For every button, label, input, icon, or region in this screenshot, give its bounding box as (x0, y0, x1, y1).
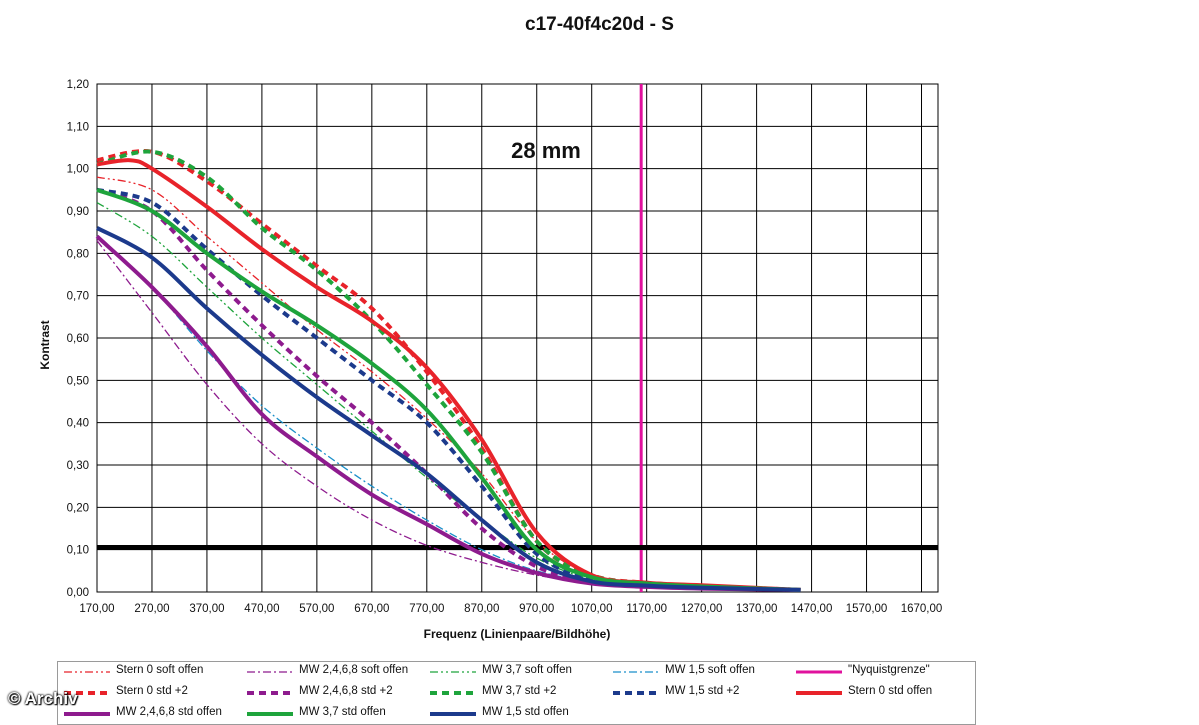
y-tick-label: 0,40 (67, 418, 89, 430)
y-tick-label: 0,10 (67, 545, 89, 557)
legend-label: MW 1,5 soft offen (665, 664, 755, 676)
legend-swatch (64, 691, 110, 695)
y-tick-label: 1,00 (67, 164, 89, 176)
y-tick-label: 0,00 (67, 587, 89, 599)
legend-label: MW 1,5 std offen (482, 706, 569, 718)
grid (96, 83, 939, 593)
legend-swatch (430, 671, 476, 673)
x-tick-label: 870,00 (464, 603, 499, 615)
chart-title: c17-40f4c20d - S (525, 14, 674, 35)
y-axis-label: Kontrast (38, 320, 52, 369)
x-tick-label: 770,00 (409, 603, 444, 615)
y-tick-label: 0,70 (67, 291, 89, 303)
legend-label: Stern 0 std offen (848, 685, 933, 697)
y-tick-label: 1,10 (67, 121, 89, 133)
x-tick-label: 470,00 (244, 603, 279, 615)
series-line-2 (96, 240, 801, 591)
x-tick-label: 670,00 (354, 603, 389, 615)
legend-swatch (64, 712, 110, 716)
x-tick-label: 1170,00 (626, 603, 667, 615)
legend-label: MW 3,7 std +2 (482, 685, 557, 697)
y-tick-label: 0,80 (67, 248, 89, 260)
y-tick-label: 0,60 (67, 333, 89, 345)
legend-swatch (430, 691, 476, 695)
x-tick-labels: 170,00 270,00 370,00 470,00 570,00 670,00 770,… (79, 603, 942, 615)
legend-label: MW 3,7 std offen (299, 706, 386, 718)
x-tick-label: 1670,00 (901, 603, 943, 615)
y-tick-label: 0,50 (67, 375, 89, 387)
x-tick-label: 270,00 (134, 603, 169, 615)
legend-label: Stern 0 soft offen (116, 664, 204, 676)
x-tick-label: 370,00 (189, 603, 224, 615)
legend-swatch (64, 671, 110, 673)
line-chart: 170,00 270,00 370,00 470,00 570,00 670,00 770,… (38, 79, 942, 641)
legend-swatch (430, 712, 476, 716)
x-axis-label: Frequenz (Linienpaare/Bildhöhe) (424, 627, 611, 641)
x-tick-label: 1070,00 (571, 603, 613, 615)
legend-label: MW 1,5 std +2 (665, 685, 740, 697)
legend-swatch (796, 691, 842, 695)
series-line-11 (96, 187, 801, 592)
focal-length-annotation: 28 mm (511, 138, 581, 163)
y-tick-label: 0,20 (67, 502, 89, 514)
x-tick-label: 1270,00 (681, 603, 723, 615)
x-tick-label: 970,00 (519, 603, 554, 615)
x-tick-label: 1470,00 (791, 603, 833, 615)
legend-swatch (613, 671, 659, 673)
legend-swatch (247, 712, 293, 716)
series-lines (95, 149, 801, 592)
x-tick-label: 1570,00 (846, 603, 888, 615)
y-tick-label: 0,90 (67, 206, 89, 218)
legend: Stern 0 soft offen MW 2,4,6,8 soft offen M… (57, 661, 976, 725)
legend-label: "Nyquistgrenze" (848, 664, 930, 676)
y-tick-labels: 0,00 0,10 0,20 0,30 0,40 0,50 0,60 0,70 0,80 0,90… (67, 79, 89, 599)
legend-swatch (613, 691, 659, 695)
y-tick-label: 0,30 (67, 460, 89, 472)
copyright-credit: © Archiv (8, 689, 78, 708)
series-line-12 (96, 226, 801, 592)
legend-label: MW 3,7 soft offen (482, 664, 572, 676)
x-tick-label: 1370,00 (736, 603, 778, 615)
legend-label: MW 2,4,6,8 std offen (116, 706, 222, 718)
legend-label: MW 2,4,6,8 std +2 (299, 685, 393, 697)
y-tick-label: 1,20 (67, 79, 89, 91)
x-tick-label: 570,00 (299, 603, 334, 615)
legend-label: MW 2,4,6,8 soft offen (299, 664, 409, 676)
legend-swatch (796, 670, 842, 674)
legend-swatch (247, 671, 293, 673)
legend-swatch (247, 691, 293, 695)
legend-label: Stern 0 std +2 (116, 685, 188, 697)
x-tick-label: 170,00 (79, 603, 114, 615)
